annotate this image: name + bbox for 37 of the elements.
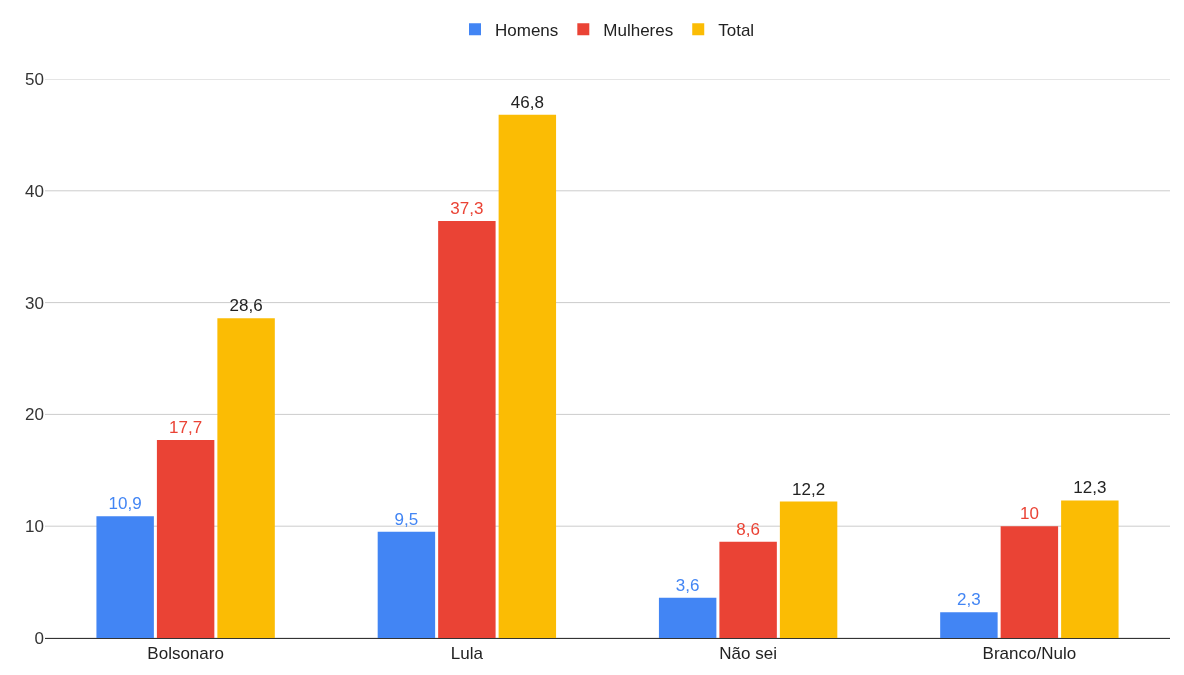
data-label: 28,6 <box>229 296 263 316</box>
data-label: 10 <box>1019 504 1039 524</box>
data-label: 46,8 <box>510 92 544 112</box>
bar <box>658 597 717 638</box>
bar <box>156 440 215 638</box>
bar <box>438 220 496 638</box>
data-label: 10,9 <box>108 494 142 514</box>
y-tick-label: 50 <box>25 69 44 89</box>
bar <box>719 541 777 638</box>
bar <box>1000 526 1059 638</box>
legend-label: Homens <box>495 20 559 40</box>
legend-label: Total <box>718 20 755 40</box>
data-label: 3,6 <box>675 575 700 595</box>
bar <box>779 501 838 638</box>
data-label: 12,3 <box>1073 478 1107 498</box>
bar <box>940 612 998 638</box>
legend-label: Mulheres <box>603 20 674 40</box>
y-tick-label: 10 <box>25 517 44 537</box>
x-tick-label: Bolsonaro <box>147 644 224 664</box>
data-label: 12,2 <box>792 479 826 499</box>
y-tick-label: 40 <box>25 181 44 201</box>
y-tick-label: 20 <box>25 405 44 425</box>
bar <box>1061 500 1119 638</box>
y-tick-label: 30 <box>25 293 44 313</box>
x-tick-label: Lula <box>450 644 484 664</box>
bar <box>96 516 154 638</box>
data-label: 37,3 <box>450 198 484 218</box>
data-label: 2,3 <box>957 590 981 610</box>
y-tick-label: 0 <box>34 628 44 648</box>
x-tick-label: Branco/Nulo <box>982 644 1077 664</box>
bar <box>498 114 557 638</box>
bar <box>217 318 275 638</box>
data-label: 8,6 <box>736 519 760 539</box>
x-tick-label: Não sei <box>719 644 777 664</box>
data-label: 9,5 <box>394 509 419 529</box>
data-label: 17,7 <box>169 418 203 438</box>
bar <box>377 531 436 638</box>
